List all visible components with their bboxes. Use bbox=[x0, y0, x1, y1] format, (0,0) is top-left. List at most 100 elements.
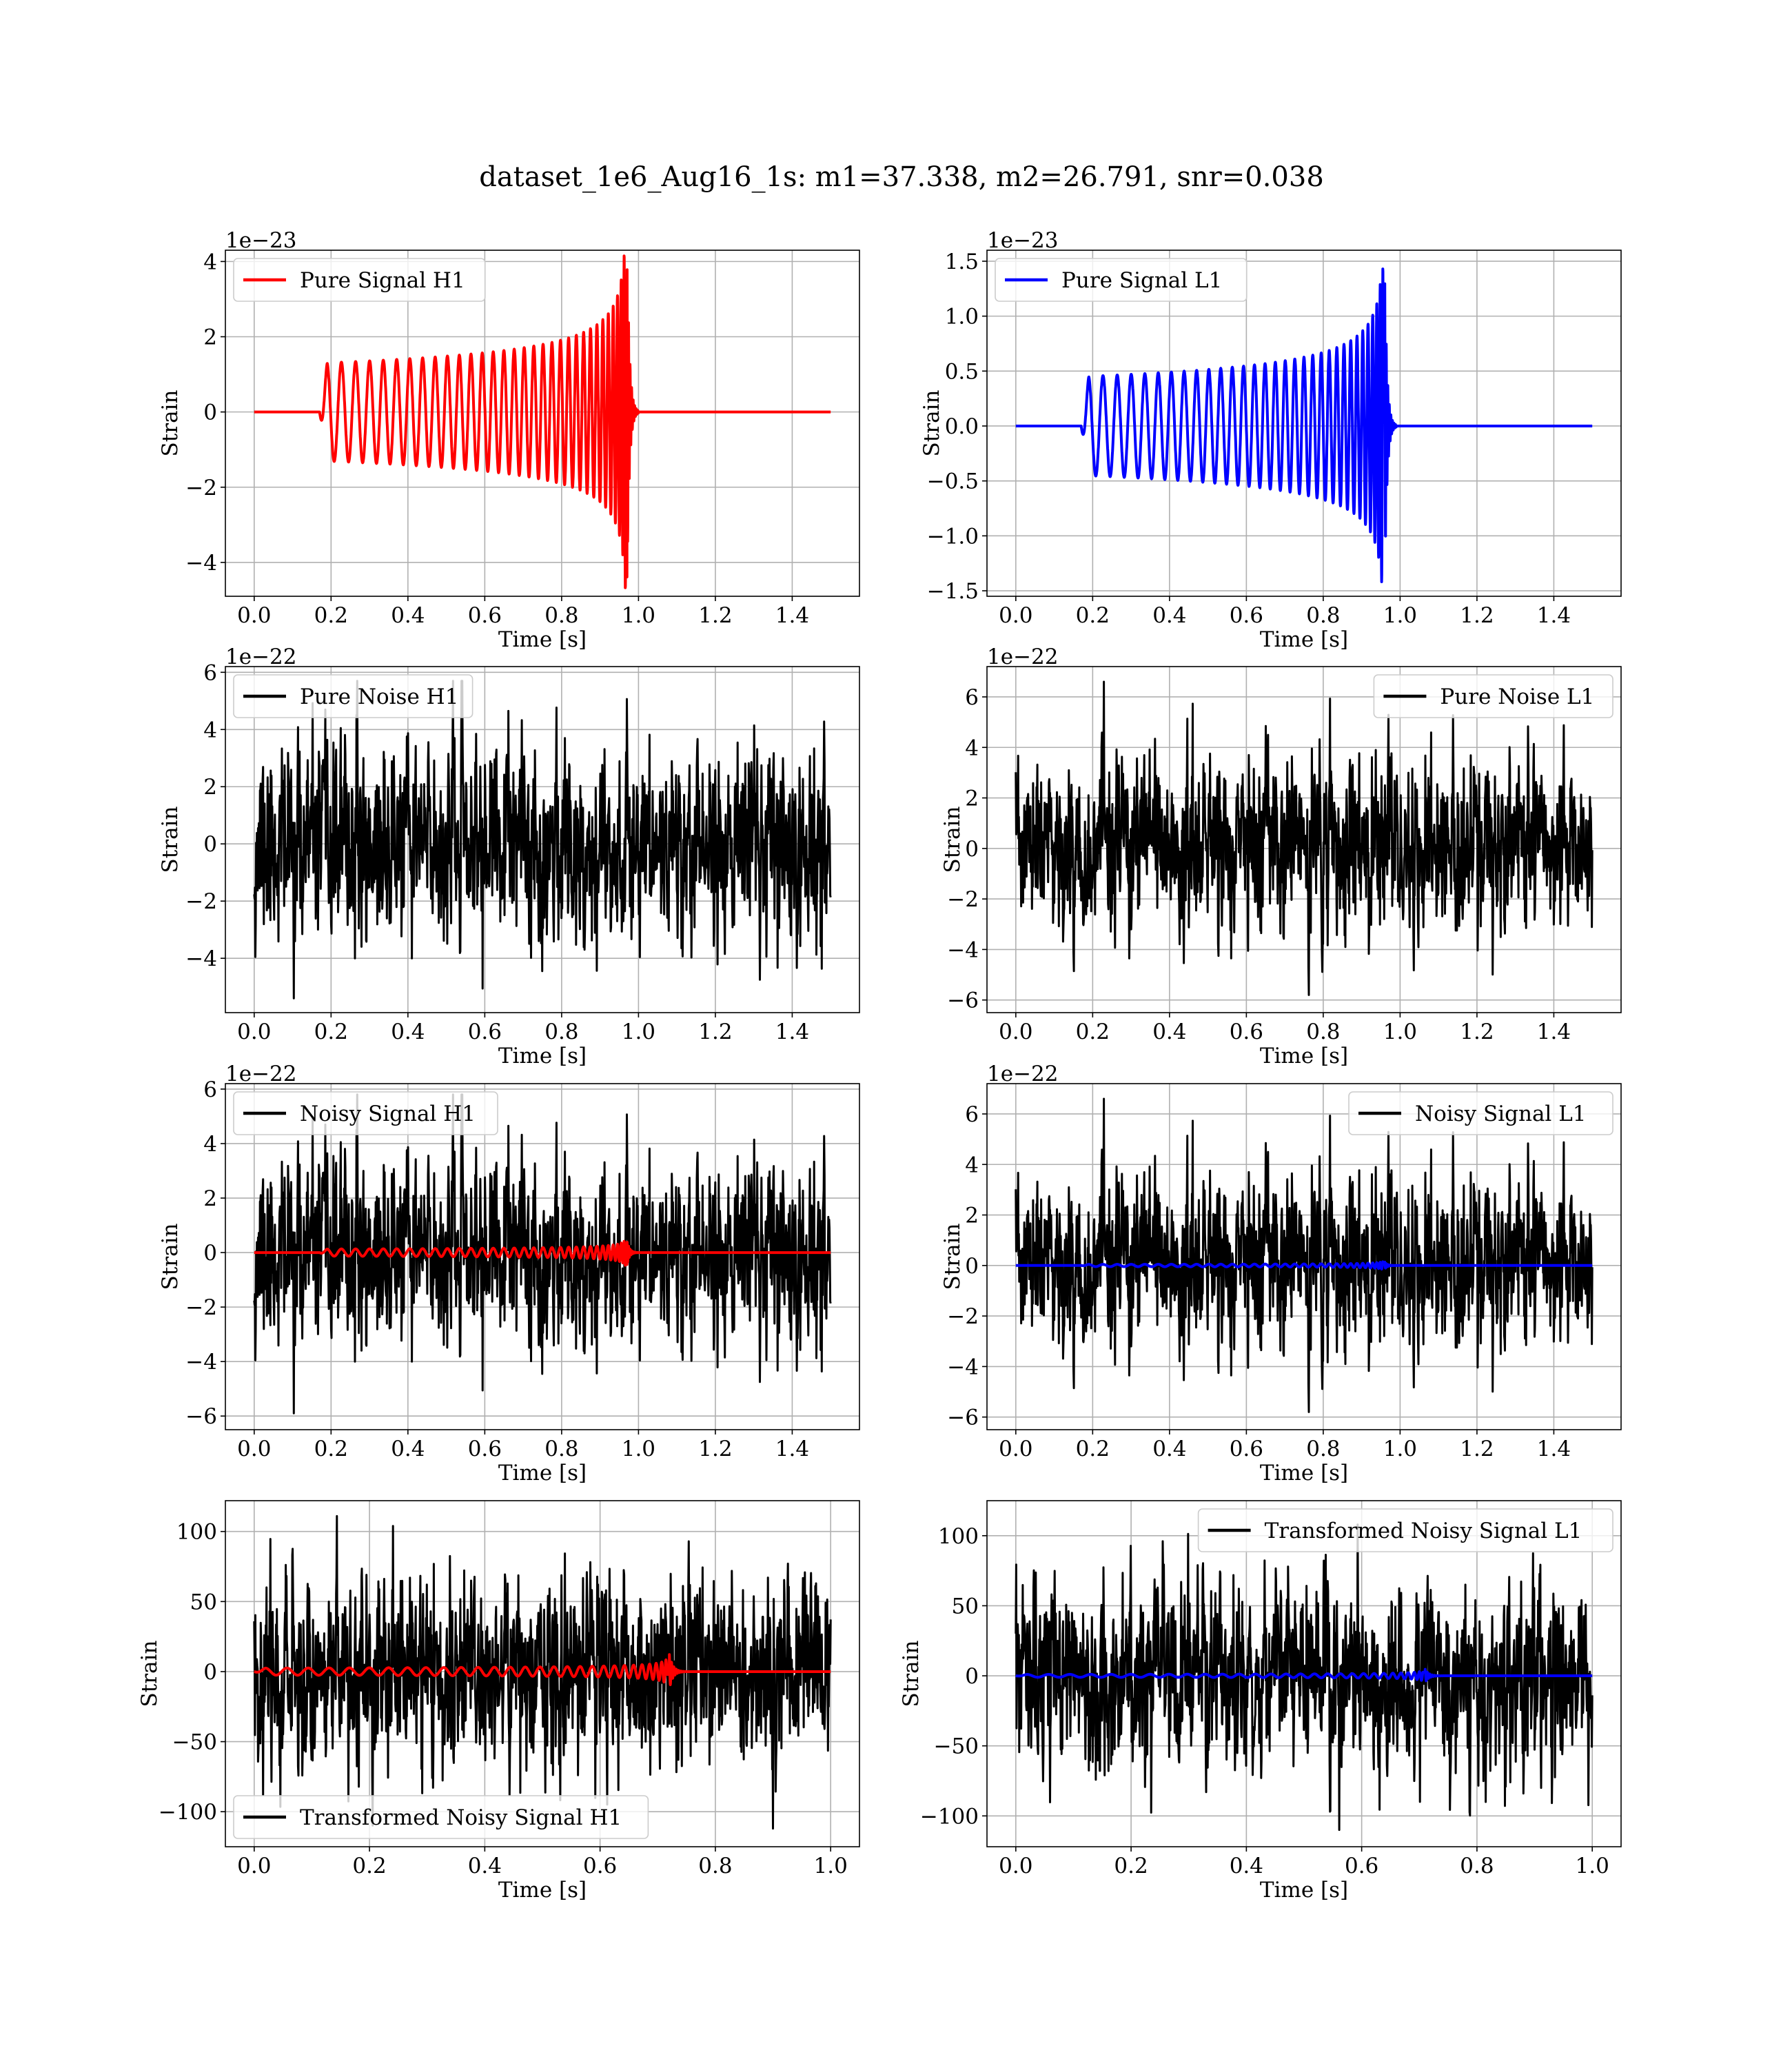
legend-box bbox=[1373, 674, 1613, 718]
y-tick-label: −4 bbox=[947, 1355, 979, 1379]
subplot-8: 0.0 0.2 0.4 0.6 0.8 1.0 −100 −50 0 50 100 Time [s] S… bbox=[899, 1500, 1622, 1903]
y-tick-label: 4 bbox=[965, 1153, 979, 1177]
x-tick-label: 0.4 bbox=[468, 1854, 502, 1878]
y-tick-label: 4 bbox=[965, 736, 979, 760]
x-tick-label: 0.0 bbox=[237, 1020, 271, 1044]
y-tick-label: 0 bbox=[965, 837, 979, 862]
x-tick-label: 1.0 bbox=[814, 1854, 848, 1878]
y-tick-label: 0 bbox=[965, 1254, 979, 1279]
plot-area bbox=[1015, 267, 1594, 583]
x-tick-label: 0.6 bbox=[1230, 1020, 1263, 1044]
x-tick-label: 0.6 bbox=[468, 1020, 502, 1044]
x-tick-label: 0.6 bbox=[1230, 1437, 1263, 1461]
plot-area bbox=[253, 680, 832, 1000]
legend-box bbox=[233, 674, 474, 718]
y-tick-label: 0.0 bbox=[945, 414, 979, 439]
x-tick-label: 0.2 bbox=[352, 1854, 386, 1878]
y-tick-label: 100 bbox=[938, 1524, 979, 1549]
x-axis-label: Time [s] bbox=[1260, 1878, 1348, 1903]
x-tick-label: 0.8 bbox=[544, 603, 578, 628]
y-tick-label: 50 bbox=[952, 1594, 979, 1619]
plot-area bbox=[253, 1514, 832, 1830]
y-tick-label: 6 bbox=[965, 1102, 979, 1127]
x-tick-label: 0.8 bbox=[1306, 1020, 1340, 1044]
y-tick-label: −0.5 bbox=[927, 469, 979, 494]
y-tick-label: −6 bbox=[947, 1406, 979, 1430]
x-tick-label: 1.0 bbox=[622, 1437, 655, 1461]
series-line-signal bbox=[253, 254, 832, 589]
y-tick-label: 1.0 bbox=[945, 305, 979, 330]
legend: Pure Signal L1 bbox=[995, 258, 1248, 302]
y-tick-label: −1.0 bbox=[927, 524, 979, 549]
series-line-signal bbox=[1015, 1667, 1594, 1683]
y-axis-label: Strain bbox=[158, 1224, 183, 1290]
legend: Pure Signal H1 bbox=[233, 258, 486, 302]
y-tick-label: −2 bbox=[185, 889, 217, 914]
axis-offset-text: 1e−23 bbox=[987, 228, 1059, 253]
subplot-7: 0.0 0.2 0.4 0.6 0.8 1.0 −100 −50 0 50 100 Time [s] S… bbox=[137, 1500, 860, 1903]
y-tick-label: 6 bbox=[203, 1077, 217, 1102]
plot-area bbox=[1015, 1097, 1594, 1413]
axes-frame bbox=[225, 1083, 860, 1430]
x-tick-label: 1.2 bbox=[698, 603, 732, 628]
x-tick-label: 0.8 bbox=[1460, 1854, 1494, 1878]
legend-label: Noisy Signal H1 bbox=[300, 1102, 476, 1126]
x-axis-label: Time [s] bbox=[1260, 1461, 1348, 1486]
axes-frame bbox=[986, 1500, 1622, 1847]
x-axis-label: Time [s] bbox=[1260, 1044, 1348, 1068]
legend-label: Pure Signal L1 bbox=[1061, 268, 1222, 293]
y-tick-label: −6 bbox=[947, 989, 979, 1013]
x-tick-label: 1.0 bbox=[1383, 603, 1417, 628]
y-axis-label: Strain bbox=[940, 1224, 965, 1290]
y-tick-label: 6 bbox=[965, 685, 979, 710]
x-tick-label: 1.4 bbox=[1537, 1437, 1571, 1461]
y-tick-label: −4 bbox=[185, 946, 217, 971]
y-tick-label: −6 bbox=[185, 1404, 217, 1429]
plot-area bbox=[1015, 1523, 1594, 1832]
y-tick-label: 0 bbox=[203, 401, 217, 425]
plot-area bbox=[253, 1093, 832, 1415]
x-tick-label: 1.2 bbox=[1460, 1020, 1494, 1044]
series-line-noise bbox=[253, 1093, 832, 1415]
x-tick-label: 0.0 bbox=[999, 1854, 1032, 1878]
legend-box bbox=[1348, 1091, 1613, 1135]
y-tick-label: 2 bbox=[965, 787, 979, 811]
legend: Noisy Signal L1 bbox=[1348, 1091, 1613, 1135]
x-tick-label: 0.6 bbox=[583, 1854, 617, 1878]
x-tick-label: 1.4 bbox=[775, 1020, 809, 1044]
x-tick-label: 0.4 bbox=[1152, 603, 1186, 628]
y-tick-label: 4 bbox=[203, 1132, 217, 1157]
y-tick-label: 0.5 bbox=[945, 359, 979, 384]
y-axis-label: Strain bbox=[919, 390, 944, 457]
x-tick-label: 0.4 bbox=[1152, 1437, 1186, 1461]
axes-frame bbox=[986, 250, 1622, 597]
y-tick-label: 0 bbox=[203, 1660, 217, 1685]
y-axis-label: Strain bbox=[940, 807, 965, 873]
x-tick-label: 0.4 bbox=[1152, 1020, 1186, 1044]
y-tick-label: −2 bbox=[185, 476, 217, 500]
y-axis-label: Strain bbox=[899, 1641, 924, 1707]
y-tick-label: 1.5 bbox=[945, 250, 979, 274]
x-tick-label: 0.6 bbox=[468, 1437, 502, 1461]
x-tick-label: 0.8 bbox=[544, 1020, 578, 1044]
series-line-noise bbox=[1015, 680, 1594, 996]
subplot-6: 0.0 0.2 0.4 0.6 0.8 1.0 1.2 1.4 −6 −4 −2 0 2 4 6 Time [… bbox=[940, 1062, 1622, 1486]
y-tick-label: −100 bbox=[920, 1804, 979, 1829]
x-tick-label: 1.4 bbox=[775, 603, 809, 628]
subplot-4: 0.0 0.2 0.4 0.6 0.8 1.0 1.2 1.4 −6 −4 −2 0 2 4 6 Time [… bbox=[940, 645, 1622, 1068]
x-tick-label: 0.0 bbox=[237, 1854, 271, 1878]
x-tick-label: 0.2 bbox=[1114, 1854, 1148, 1878]
y-tick-label: 2 bbox=[203, 775, 217, 800]
series-line-signal bbox=[1015, 267, 1594, 583]
series-line-noise bbox=[253, 1514, 832, 1830]
axes-frame bbox=[986, 1083, 1622, 1430]
legend: Transformed Noisy Signal H1 bbox=[233, 1795, 649, 1839]
y-tick-label: −2 bbox=[947, 1304, 979, 1329]
series-line-noise bbox=[253, 680, 832, 1000]
x-tick-label: 0.0 bbox=[237, 603, 271, 628]
axis-offset-text: 1e−22 bbox=[987, 645, 1059, 669]
y-tick-label: 4 bbox=[203, 250, 217, 274]
x-tick-label: 1.2 bbox=[1460, 1437, 1494, 1461]
subplot-5: 0.0 0.2 0.4 0.6 0.8 1.0 1.2 1.4 −6 −4 −2 0 2 4 6 Time [… bbox=[158, 1062, 860, 1486]
legend-label: Noisy Signal L1 bbox=[1415, 1102, 1587, 1126]
